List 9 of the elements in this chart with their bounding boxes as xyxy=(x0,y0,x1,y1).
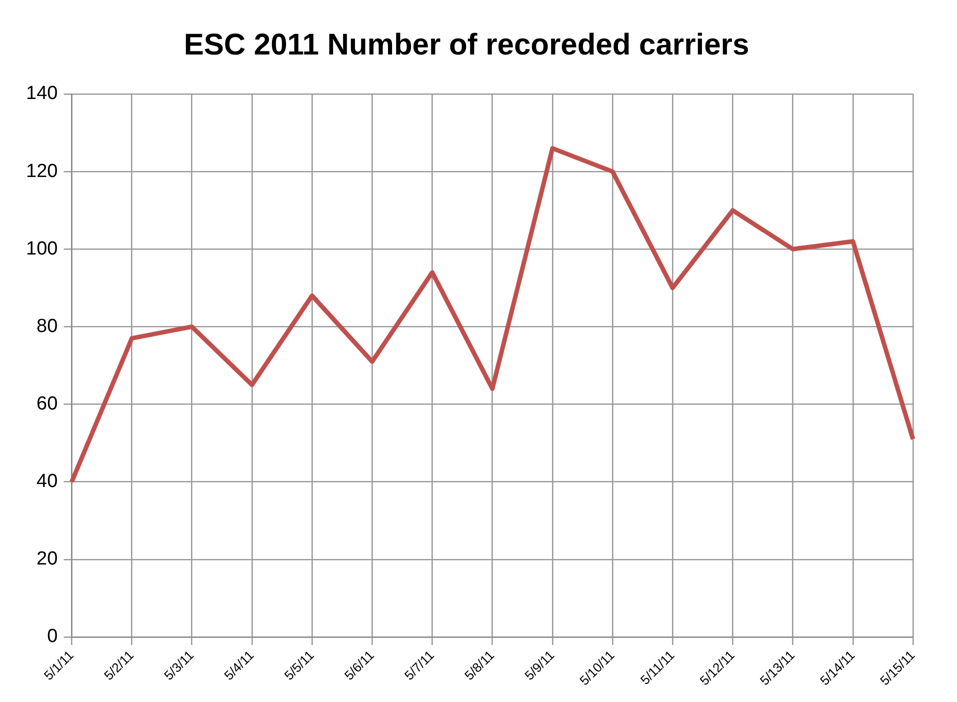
y-tick-label: 20 xyxy=(36,548,58,570)
y-tick-label: 0 xyxy=(47,626,58,648)
chart-title: ESC 2011 Number of recoreded carriers xyxy=(184,28,750,62)
y-tick-label: 40 xyxy=(36,471,58,492)
y-tick-label: 100 xyxy=(26,238,58,260)
y-tick-label: 120 xyxy=(26,160,58,182)
y-tick-label: 140 xyxy=(26,83,58,104)
y-tick-label: 60 xyxy=(36,394,58,415)
y-tick-label: 80 xyxy=(36,316,58,337)
